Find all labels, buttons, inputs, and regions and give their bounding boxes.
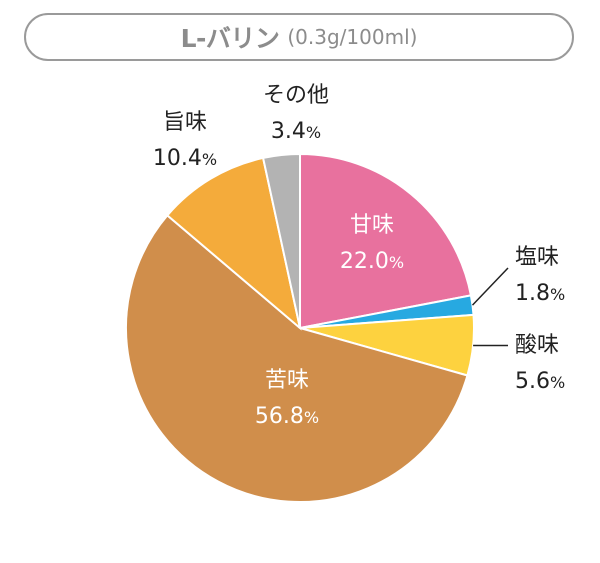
slice-label-4: 旨味	[163, 110, 207, 135]
chart-title: L-バリン	[180, 24, 280, 53]
slice-labels: 甘味 22.0% 塩味 1.8% 酸味 5.6% 苦味 56.8% 旨味 10.4% その他 3.4%	[153, 83, 565, 429]
slice-value-3: 56.8%	[255, 404, 319, 429]
slice-value-4: 10.4%	[153, 146, 217, 171]
leader-line-1	[471, 267, 509, 306]
slice-5	[261, 152, 301, 329]
slice-value-1: 1.8%	[515, 281, 565, 306]
slice-label-1: 塩味	[515, 245, 559, 270]
slice-4	[165, 156, 302, 331]
slice-label-0: 甘味	[350, 213, 394, 238]
pie-slices	[125, 152, 475, 503]
leader-lines	[471, 267, 509, 347]
slice-0	[299, 152, 473, 330]
slice-value-5: 3.4%	[271, 119, 321, 144]
chart-subtitle: (0.3g/100ml)	[287, 25, 418, 49]
chart-title-box: L-バリン (0.3g/100ml)	[24, 13, 574, 61]
slice-label-2: 酸味	[515, 333, 559, 358]
slice-3	[125, 213, 469, 503]
slice-value-0: 22.0%	[340, 249, 404, 274]
slice-label-3: 苦味	[265, 368, 309, 393]
slice-value-2: 5.6%	[515, 369, 565, 394]
slice-label-5: その他	[263, 83, 329, 108]
